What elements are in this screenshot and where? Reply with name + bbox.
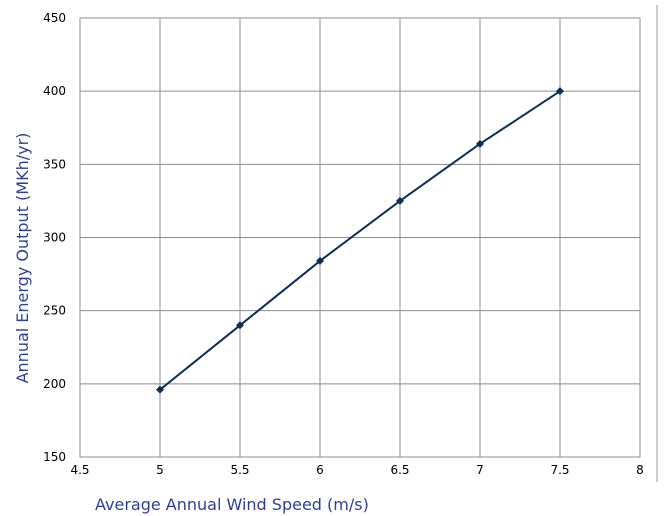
- x-tick-label: 7.5: [550, 463, 569, 477]
- x-tick-label: 4.5: [70, 463, 89, 477]
- x-tick-label: 5: [156, 463, 164, 477]
- y-tick-label: 350: [43, 157, 66, 171]
- data-point: [396, 196, 404, 205]
- y-tick-label: 300: [43, 231, 66, 245]
- x-axis-ticks: 4.5 5 5.5 6 6.5 7 7.5 8: [70, 463, 643, 477]
- y-tick-label: 150: [43, 450, 66, 464]
- y-axis-title: Annual Energy Output (MKh/yr): [13, 133, 32, 384]
- x-tick-label: 5.5: [230, 463, 249, 477]
- grid: [79, 17, 641, 458]
- data-point: [476, 139, 484, 148]
- data-point: [156, 385, 164, 394]
- y-tick-label: 450: [43, 11, 66, 25]
- y-tick-label: 200: [43, 377, 66, 391]
- y-tick-label: 250: [43, 304, 66, 318]
- y-tick-label: 400: [43, 84, 66, 98]
- x-tick-label: 8: [636, 463, 644, 477]
- series-line: [159, 90, 561, 391]
- series-layer: [156, 87, 564, 394]
- x-tick-label: 6: [316, 463, 324, 477]
- x-tick-label: 7: [476, 463, 484, 477]
- data-point: [556, 87, 564, 96]
- data-point: [236, 321, 244, 330]
- x-tick-label: 6.5: [390, 463, 409, 477]
- y-axis-ticks: 150 200 250 300 350 400 450: [43, 11, 66, 464]
- plot-area: [79, 17, 641, 458]
- x-axis-title: Average Annual Wind Speed (m/s): [95, 495, 369, 514]
- data-point: [316, 256, 324, 265]
